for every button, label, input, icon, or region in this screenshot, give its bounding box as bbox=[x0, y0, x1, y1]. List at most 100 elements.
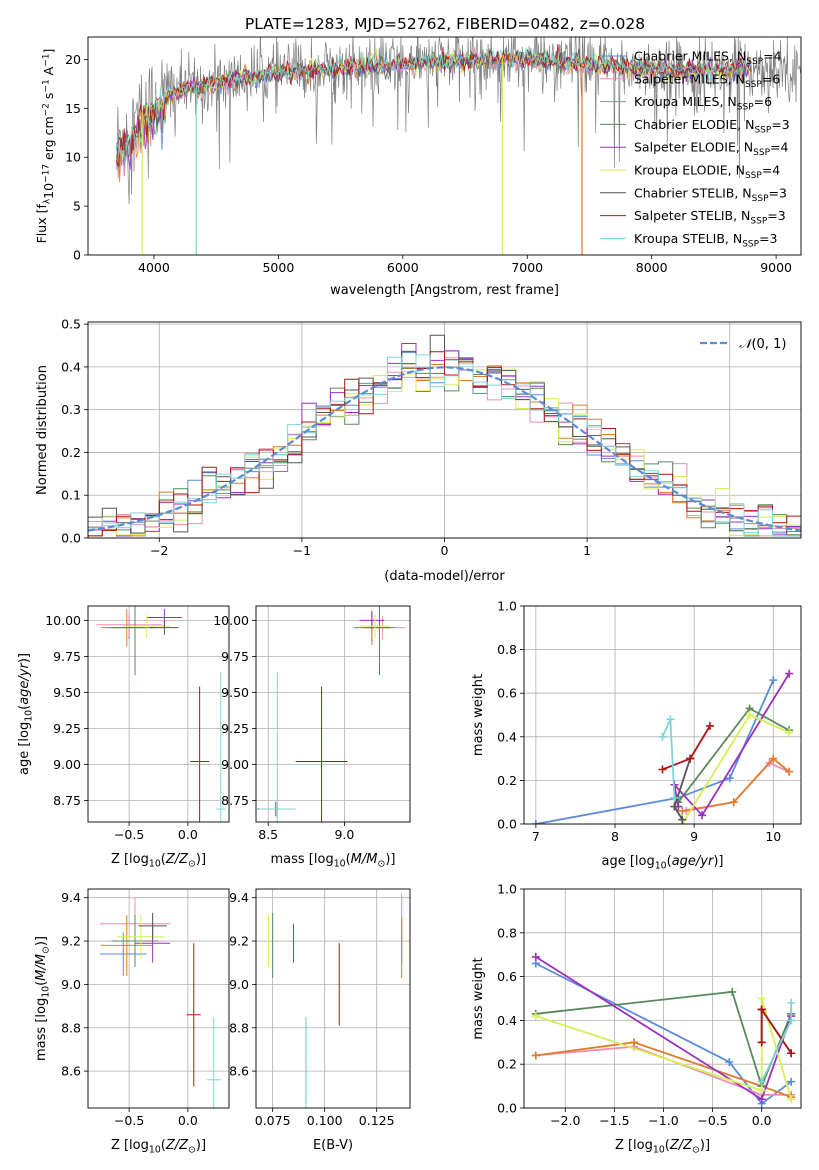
series-marker-salpeter_stelib bbox=[705, 721, 714, 730]
y-tick-label: 9.25 bbox=[221, 721, 249, 736]
y-tick-label: 0.6 bbox=[497, 686, 517, 701]
x-axis-label: age [log10(age/yr)] bbox=[601, 854, 723, 872]
series-line-chabrier_elodie bbox=[677, 707, 790, 803]
plot-age-vs-mass: 8.5 9.0 8.75 9.00 9.25 9.50 9.75 10.00 mass [log… bbox=[213, 605, 411, 870]
plot-area bbox=[531, 669, 794, 824]
y-tick-label: 9.75 bbox=[221, 649, 249, 664]
y-tick-label: 0 bbox=[73, 248, 81, 263]
y-tick-label: 8.6 bbox=[229, 1064, 249, 1079]
y-tick-label: 0.3 bbox=[61, 402, 81, 417]
x-axis-label: Z [log10(Z/Z⊙)] bbox=[111, 1138, 206, 1156]
x-tick-label: 0.0 bbox=[178, 1113, 198, 1128]
y-tick-label: 20 bbox=[65, 52, 81, 67]
x-tick-label: 9.0 bbox=[334, 827, 354, 842]
grid bbox=[524, 888, 801, 1109]
plot-mass-vs-z: −0.5 0.0 8.6 8.8 9.0 9.2 9.4 Z [log10(Z/Z⊙)] mas… bbox=[34, 888, 230, 1156]
series-marker-salpeter_stelib bbox=[757, 1005, 766, 1014]
legend-label-chabrier_elodie: Chabrier ELODIE, NSSP=3 bbox=[634, 117, 790, 136]
spectrum-legend: Chabrier MILES, NSSP=4 Salpeter MILES, NS… bbox=[600, 49, 790, 249]
series-marker-kroupa_miles bbox=[785, 767, 794, 776]
series-marker-kroupa_stelib bbox=[787, 1016, 796, 1025]
x-tick-label: 10 bbox=[765, 829, 781, 844]
axes-frame bbox=[87, 321, 802, 539]
ticks: −2.0 −1.5 −1.0 −0.5 0.0 0.0 0.2 0.4 0.6 0.8 1.0 bbox=[497, 882, 772, 1129]
x-tick-label: 8 bbox=[611, 829, 619, 844]
series-marker-chabrier_miles bbox=[725, 1058, 734, 1067]
y-axis-label: mass [log10(M/M⊙)] bbox=[34, 936, 52, 1061]
y-tick-label: 0.6 bbox=[497, 969, 517, 984]
y-tick-label: 9.50 bbox=[221, 685, 249, 700]
series-marker-kroupa_miles bbox=[729, 798, 738, 807]
series-marker-salpeter_stelib bbox=[658, 765, 667, 774]
x-tick-label: 0 bbox=[441, 543, 449, 558]
legend-label-kroupa_elodie: Kroupa ELODIE, NSSP=4 bbox=[634, 163, 780, 182]
legend-label-salpeter_elodie: Salpeter ELODIE, NSSP=4 bbox=[634, 140, 789, 159]
x-tick-label: 0.0 bbox=[178, 827, 198, 842]
plot-area bbox=[96, 606, 226, 822]
series-marker-chabrier_stelib bbox=[670, 802, 679, 811]
y-axis-label: Normed distribution bbox=[35, 365, 50, 495]
grid bbox=[256, 889, 410, 1108]
plot-area bbox=[267, 893, 403, 1108]
series-line-kroupa_miles bbox=[535, 1041, 792, 1098]
series-marker-kroupa_stelib bbox=[757, 1077, 766, 1086]
x-tick-label: 2 bbox=[726, 543, 734, 558]
x-axis-label: E(B-V) bbox=[313, 1138, 353, 1153]
legend-label-chabrier_stelib: Chabrier STELIB, NSSP=3 bbox=[634, 185, 787, 204]
ticks: 7 8 9 10 0.0 0.2 0.4 0.6 0.8 1.0 bbox=[497, 599, 781, 845]
y-tick-label: 9.0 bbox=[61, 977, 81, 992]
series-marker-kroupa_miles bbox=[678, 806, 687, 815]
y-tick-label: 1.0 bbox=[497, 599, 517, 614]
ticks: 4000 5000 6000 7000 8000 9000 0 5 10 15 20 bbox=[65, 52, 792, 275]
series-marker-salpeter_elodie bbox=[531, 952, 540, 961]
y-tick-label: 0.1 bbox=[61, 488, 81, 503]
axes-frame bbox=[255, 605, 411, 823]
series-marker-chabrier_elodie bbox=[728, 987, 737, 996]
plot-age-vs-z: −0.5 0.0 8.75 9.00 9.25 9.50 9.75 10.00 Z [log10… bbox=[17, 605, 230, 870]
series-marker-kroupa_miles bbox=[531, 1051, 540, 1060]
y-tick-label: 0.2 bbox=[497, 1057, 517, 1072]
x-tick-label: −1.0 bbox=[648, 1113, 678, 1128]
x-tick-label: −1.5 bbox=[599, 1113, 629, 1128]
x-tick-label: 0.100 bbox=[307, 1113, 343, 1128]
plot-area bbox=[531, 952, 796, 1108]
series-line-salpeter_miles bbox=[535, 1045, 792, 1096]
plot-area bbox=[99, 897, 221, 1108]
model-spectrum-chabrier_stelib bbox=[116, 47, 752, 163]
series-marker-salpeter_elodie bbox=[698, 811, 707, 820]
series-line-kroupa_stelib bbox=[661, 719, 676, 798]
model-spectrum-kroupa_stelib bbox=[116, 47, 752, 162]
plot-spectrum: 4000 5000 6000 7000 8000 9000 0 5 10 15 20 Chabrier… bbox=[34, 36, 802, 298]
plot-weight-vs-z: −2.0 −1.5 −1.0 −0.5 0.0 0.0 0.2 0.4 0.6 0.8 1.0 Z [… bbox=[471, 882, 802, 1156]
x-tick-label: 4000 bbox=[138, 260, 170, 275]
x-tick-label: −2.0 bbox=[550, 1113, 580, 1128]
series-line-chabrier_miles bbox=[535, 962, 792, 1105]
x-axis-label: mass [log10(M/M⊙)] bbox=[271, 852, 396, 870]
x-tick-label: 9000 bbox=[760, 260, 792, 275]
y-tick-label: 10.00 bbox=[213, 613, 249, 628]
y-tick-label: 0.4 bbox=[61, 359, 81, 374]
y-tick-label: 10.00 bbox=[45, 613, 81, 628]
series-marker-salpeter_stelib bbox=[787, 1049, 796, 1058]
series-marker-kroupa_elodie bbox=[787, 1095, 796, 1104]
series-marker-kroupa_stelib bbox=[787, 998, 796, 1007]
y-tick-label: 9.00 bbox=[53, 757, 81, 772]
plot-area bbox=[257, 606, 406, 822]
x-tick-label: 7 bbox=[532, 829, 540, 844]
y-tick-label: 0.0 bbox=[497, 817, 517, 832]
series-marker-salpeter_elodie bbox=[757, 1095, 766, 1104]
series-marker-kroupa_elodie bbox=[757, 1086, 766, 1095]
x-tick-label: 0.075 bbox=[255, 1113, 291, 1128]
x-axis-label: Z [log10(Z/Z⊙)] bbox=[111, 852, 206, 870]
grid bbox=[524, 605, 801, 825]
x-tick-label: 6000 bbox=[387, 260, 419, 275]
y-axis-label: Flux [fλ10−17 erg cm−2 s−1 A−1] bbox=[34, 49, 56, 244]
y-tick-label: 0.4 bbox=[497, 1013, 517, 1028]
ticks: 8.5 9.0 8.75 9.00 9.25 9.50 9.75 10.00 bbox=[213, 613, 354, 842]
axes-frame bbox=[255, 888, 411, 1109]
x-tick-label: −2 bbox=[150, 543, 168, 558]
figure-title: PLATE=1283, MJD=52762, FIBERID=0482, z=0… bbox=[245, 15, 645, 33]
x-tick-label: 7000 bbox=[511, 260, 543, 275]
series-marker-kroupa_stelib bbox=[658, 732, 667, 741]
y-tick-label: 0.0 bbox=[497, 1101, 517, 1116]
